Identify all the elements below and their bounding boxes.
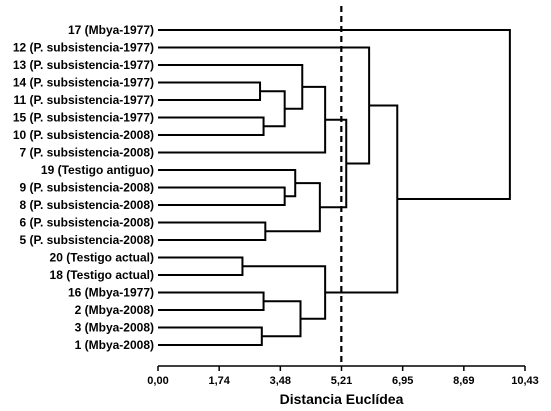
x-tick-label: 6,95 [392, 375, 413, 387]
leaf-label: 7 (P. subsistencia-2008) [19, 146, 154, 160]
leaf-label: 10 (P. subsistencia-2008) [13, 128, 154, 142]
dendrogram-branch-p [242, 265, 327, 320]
dendrogram-branch-b [158, 116, 265, 136]
leaf-label: 2 (Mbya-2008) [75, 303, 154, 317]
leaf-label: 12 (P. subsistencia-1977) [13, 41, 154, 55]
leaf-label: 11 (P. subsistencia-1977) [13, 93, 154, 107]
dendrogram-branch-a [158, 81, 262, 101]
dendrogram-branch-j [319, 118, 348, 209]
x-tick-label: 10,43 [511, 375, 539, 387]
leaf-label: 6 (P. subsistencia-2008) [19, 216, 154, 230]
dendrogram-branch-c [260, 90, 286, 128]
x-axis-title: Distancia Euclídea [280, 391, 404, 407]
leaf-label: 20 (Testigo actual) [50, 251, 154, 265]
leaf-label: 8 (P. subsistencia-2008) [19, 198, 154, 212]
dendrogram-branch-e [158, 85, 327, 154]
x-tick-label: 1,74 [208, 375, 230, 387]
leaf-label: 19 (Testigo antiguo) [41, 163, 154, 177]
dendrogram-branch-r [158, 29, 511, 200]
dendrogram-branch-d [158, 64, 304, 110]
dendrogram-branch-g [158, 169, 297, 198]
dendrogram-branch-f [158, 186, 286, 206]
dendrogram-branches [158, 29, 511, 346]
dendrogram-branch-h [158, 221, 267, 241]
x-tick-label: 3,48 [270, 375, 291, 387]
leaf-label: 5 (P. subsistencia-2008) [19, 233, 154, 247]
dendrogram-branch-l [158, 256, 244, 276]
leaf-label: 3 (Mbya-2008) [75, 321, 154, 335]
dendrogram-branch-q [325, 104, 399, 294]
leaf-label: 9 (P. subsistencia-2008) [19, 181, 154, 195]
leaf-label: 16 (Mbya-1977) [68, 286, 154, 300]
leaf-label: 13 (P. subsistencia-1977) [13, 58, 154, 72]
x-tick-label: 5,21 [331, 375, 352, 387]
x-tick-label: 0,00 [147, 375, 168, 387]
x-axis-ticks: 0,00 1,74 3,48 5,21 6,95 8,69 10,43 [147, 366, 539, 387]
leaf-label: 18 (Testigo actual) [50, 268, 154, 282]
leaf-label: 17 (Mbya-1977) [68, 23, 154, 37]
leaf-labels: 17 (Mbya-1977) 12 (P. subsistencia-1977) 1… [13, 23, 154, 352]
x-tick-label: 8,69 [453, 375, 474, 387]
leaf-label: 14 (P. subsistencia-1977) [13, 76, 154, 90]
leaf-label: 15 (P. subsistencia-1977) [13, 111, 154, 125]
dendrogram-branch-m [158, 291, 265, 311]
dendrogram-branch-i [265, 182, 321, 233]
dendrogram-branch-n [158, 326, 263, 346]
leaf-label: 1 (Mbya-2008) [75, 338, 154, 352]
dendrogram-branch-o [261, 300, 302, 338]
